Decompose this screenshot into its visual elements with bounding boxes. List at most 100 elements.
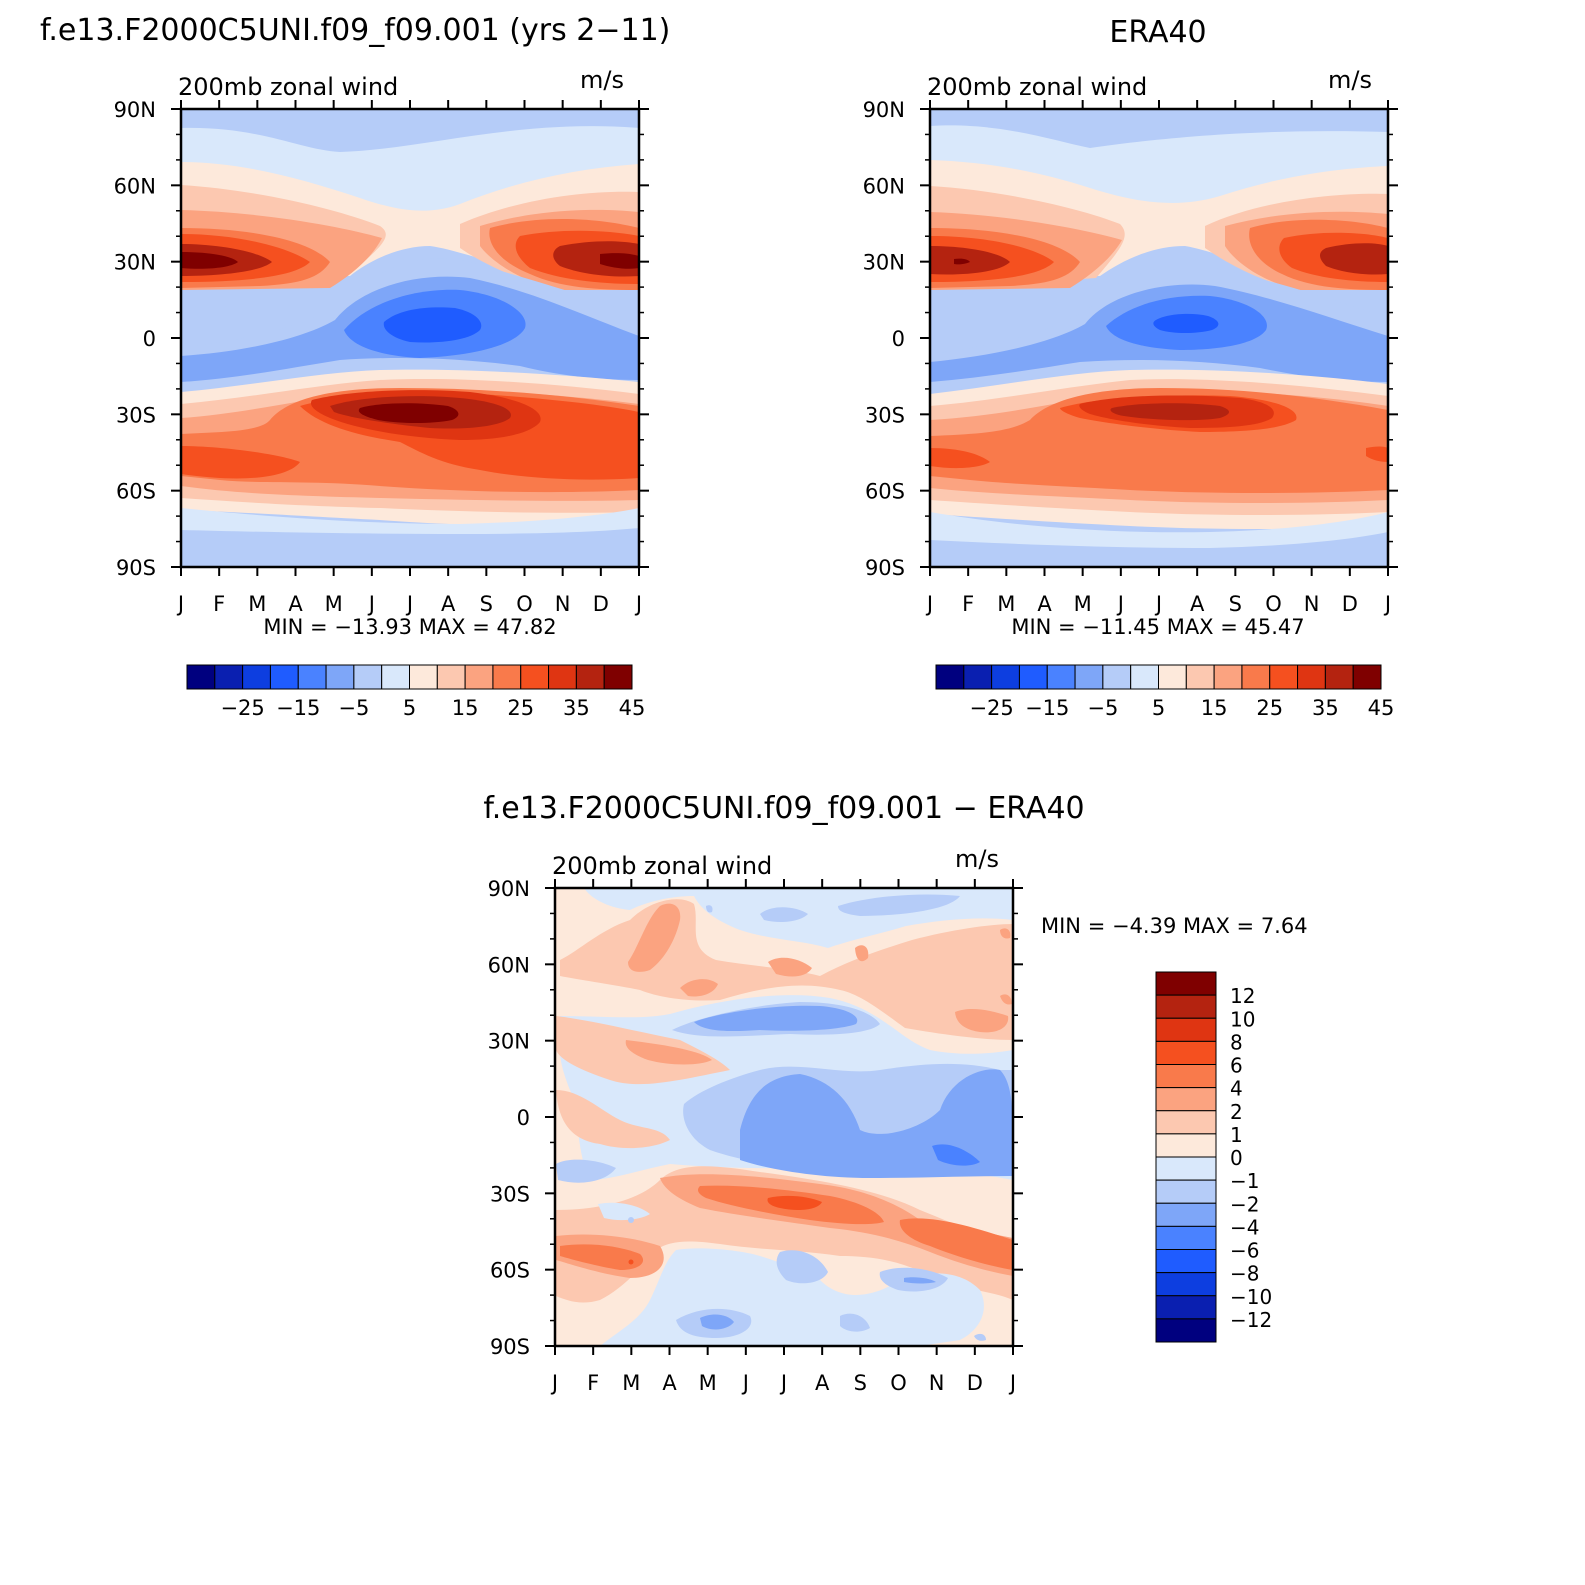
colorbar-box [548, 664, 577, 690]
diff-units: m/s [955, 845, 999, 873]
model-band-nh-jet-40 [181, 241, 639, 277]
colorbar-label: −2 [1230, 1192, 1259, 1216]
colorbar-label: −12 [1230, 1308, 1272, 1332]
x-tick-label: A [1037, 592, 1052, 616]
colorbar-box [1046, 664, 1076, 690]
y-tick-label: 60S [116, 480, 156, 504]
colorbar-box [1155, 1156, 1217, 1181]
colorbar-box [436, 664, 466, 690]
y-tick-label: 90S [116, 556, 156, 580]
x-tick-label: A [288, 592, 303, 616]
colorbar-box [1155, 1318, 1217, 1343]
diff-field [555, 888, 1013, 1346]
colorbar-label: −5 [338, 696, 369, 720]
obs-header: ERA40 [1109, 15, 1206, 50]
diff-sh-pos-1 [556, 1166, 1013, 1303]
model-header: f.e13.F2000C5UNI.f09_f09.001 (yrs 2−11) [40, 13, 670, 48]
colorbar-label: 5 [403, 696, 416, 720]
colorbar-box [409, 664, 438, 690]
x-tick-label: J [925, 592, 933, 616]
x-tick-label: D [1342, 592, 1358, 616]
x-tick-label: J [176, 592, 184, 616]
y-tick-label: 60S [865, 480, 905, 504]
obs-colorbar: −25 −15 −5 5 15 25 35 45 [935, 664, 1395, 720]
x-tick-label: A [662, 1371, 677, 1395]
obs-band-south-edge [930, 512, 1388, 548]
diff-s-neg-2 [676, 1250, 986, 1341]
diff-y-axis: 90N 60N 30N 0 30S 60S 90S [488, 877, 1023, 1359]
colorbar-box [1130, 664, 1159, 690]
colorbar-label: −25 [220, 696, 264, 720]
model-band-eq-core [383, 307, 482, 343]
x-tick-label: J [367, 592, 375, 616]
colorbar-box [1213, 664, 1243, 690]
obs-units: m/s [1328, 66, 1372, 94]
obs-panel: ERA40 200mb zonal wind m/s [863, 15, 1398, 720]
x-tick-label: J [1116, 592, 1124, 616]
model-band-sh-core [358, 403, 459, 423]
diff-s-neg-4 [700, 1277, 936, 1330]
x-tick-label: J [779, 1371, 787, 1395]
colorbar-box [1155, 971, 1217, 996]
x-tick-label: J [634, 592, 642, 616]
colorbar-box [1155, 1202, 1217, 1227]
colorbar-label: 10 [1230, 1007, 1255, 1031]
colorbar-label: 5 [1152, 696, 1165, 720]
colorbar-box [214, 664, 244, 690]
y-tick-label: 90N [114, 98, 156, 122]
colorbar-box [1102, 664, 1132, 690]
y-tick-label: 0 [143, 327, 156, 351]
colorbar-box [520, 664, 550, 690]
colorbar-label: 2 [1230, 1100, 1243, 1124]
colorbar-box [1155, 1087, 1217, 1112]
colorbar-label: 25 [1256, 696, 1283, 720]
colorbar-box [1155, 1225, 1217, 1250]
colorbar-label: 15 [1201, 696, 1228, 720]
colorbar-box [1155, 1295, 1217, 1320]
colorbar-box [269, 664, 299, 690]
x-tick-label: F [962, 592, 974, 616]
colorbar-box [1269, 664, 1299, 690]
diff-left-title: 200mb zonal wind [552, 852, 772, 880]
diff-mid-pos-2 [625, 1040, 712, 1065]
colorbar-box [381, 664, 410, 690]
x-tick-label: J [1383, 592, 1391, 616]
y-tick-label: 90N [488, 877, 530, 901]
y-tick-label: 30N [114, 251, 156, 275]
diff-spot-pos [628, 1259, 634, 1265]
x-tick-label: S [480, 592, 493, 616]
colorbar-box [1155, 1272, 1217, 1297]
y-tick-label: 30S [116, 403, 156, 427]
diff-minmax: MIN = −4.39 MAX = 7.64 [1041, 914, 1308, 938]
colorbar-label: −5 [1087, 696, 1118, 720]
colorbar-box [186, 664, 216, 690]
colorbar-label: 45 [1368, 696, 1395, 720]
colorbar-label: −15 [276, 696, 320, 720]
colorbar-box [1018, 664, 1048, 690]
x-tick-label: J [550, 1371, 558, 1395]
diff-panel: f.e13.F2000C5UNI.f09_f09.001 − ERA40 200… [483, 791, 1307, 1395]
colorbar-box [1155, 1133, 1217, 1158]
colorbar-box [1074, 664, 1104, 690]
x-tick-label: O [890, 1371, 907, 1395]
colorbar-label: 45 [619, 696, 646, 720]
model-band-south-edge [181, 508, 639, 534]
colorbar-box [603, 664, 633, 690]
y-tick-label: 90S [490, 1335, 530, 1359]
colorbar-label: 6 [1230, 1054, 1243, 1078]
diff-spot-neg [628, 1217, 634, 1223]
colorbar-box [1185, 664, 1215, 690]
colorbar-label: 0 [1230, 1146, 1243, 1170]
x-tick-label: A [815, 1371, 830, 1395]
colorbar-box [1297, 664, 1326, 690]
y-tick-label: 30S [490, 1182, 530, 1206]
x-tick-label: A [441, 592, 456, 616]
colorbar-label: 1 [1230, 1123, 1243, 1147]
obs-band-nh-jet-core [954, 258, 970, 265]
obs-band-sh-40 [1110, 403, 1229, 421]
x-tick-label: M [997, 592, 1015, 616]
diff-mid-neg-6 [932, 1144, 980, 1166]
model-y-axis: 90N 60N 30N 0 30S 60S 90S [114, 98, 649, 580]
